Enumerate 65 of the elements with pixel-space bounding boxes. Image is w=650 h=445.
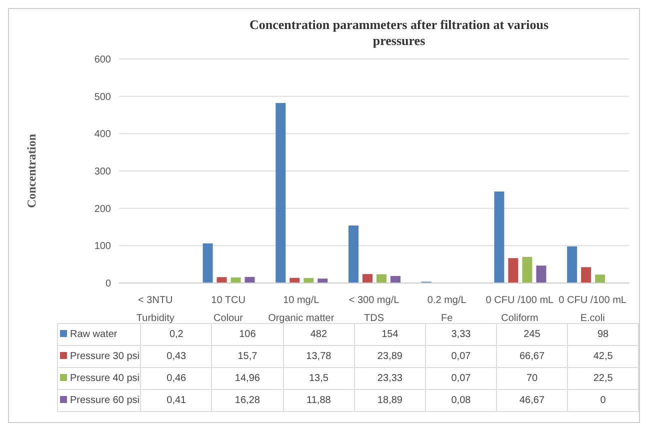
data-label: 0: [568, 390, 638, 412]
x-tick-label: < 3NTU Turbidity: [136, 295, 174, 324]
x-tick-label: 10 TCU Colour: [211, 295, 246, 324]
x-tick-label: 0 CFU /100 mL Coliform: [486, 295, 554, 324]
data-label: 16,28: [212, 390, 284, 412]
bar: [376, 274, 386, 283]
bar: [216, 277, 227, 283]
bar: [595, 274, 606, 283]
bar: [581, 267, 592, 283]
chart-title: Concentration parammeters after filtration at various pressures: [249, 17, 549, 49]
data-label: 0,2: [140, 324, 212, 346]
data-label: 42,5: [568, 346, 638, 368]
legend-label: Pressure 30 psi: [58, 346, 141, 368]
bar: [348, 226, 358, 283]
x-tick-label: < 300 mg/L TDS: [348, 295, 400, 324]
data-label: 13,78: [283, 346, 354, 368]
data-label: 22,5: [568, 368, 638, 390]
x-tick-label: 0 CFU /100 mL E.coli: [558, 295, 627, 324]
x-tick-label: 10 mg/L Organic matter: [268, 295, 335, 324]
data-label: 0,41: [140, 390, 212, 412]
data-label: 0,08: [426, 390, 496, 412]
legend-label: Pressure 60 psi: [58, 390, 141, 412]
data-label: 154: [354, 324, 426, 346]
bar: [318, 278, 328, 283]
x-tick-label: 0.2 mg/L Fe: [427, 295, 467, 324]
bar: [508, 258, 518, 283]
bar: [567, 246, 578, 283]
data-label: 0,07: [426, 368, 496, 390]
data-label: 245: [496, 324, 568, 346]
y-axis-title: Concentration: [24, 134, 38, 208]
bar: [390, 276, 400, 283]
data-label: 70: [496, 368, 568, 390]
bar: [244, 276, 255, 283]
bar: [362, 274, 372, 283]
y-tick-label: 600: [94, 54, 112, 66]
data-label: 18,89: [354, 390, 426, 412]
bar: [522, 256, 532, 283]
y-tick-label: 0: [105, 278, 112, 290]
bar: [536, 266, 546, 283]
data-label: 106: [212, 324, 284, 346]
y-tick-label: 400: [94, 129, 112, 140]
legend-label: Pressure 40 psi: [58, 368, 141, 390]
data-label: 23,89: [354, 346, 426, 368]
bar: [202, 243, 213, 283]
data-label: 98: [568, 324, 638, 346]
data-label: 66,67: [496, 346, 568, 368]
data-label: 0,07: [426, 346, 496, 368]
data-label: 11,88: [283, 390, 354, 412]
y-tick-label: 300: [94, 166, 112, 178]
data-label: 23,33: [354, 368, 426, 390]
data-label: 15,7: [212, 346, 284, 368]
data-label: 13,5: [283, 368, 354, 390]
data-label: 46,67: [496, 390, 568, 412]
data-label: 482: [283, 324, 354, 346]
bar: [230, 277, 241, 283]
data-label: 14,96: [212, 368, 284, 390]
data-label: 3,33: [426, 324, 496, 346]
bar: [276, 103, 286, 283]
y-tick-label: 100: [94, 241, 112, 252]
legend-label: Raw water: [58, 324, 141, 346]
data-label: 0,43: [140, 346, 212, 368]
y-tick-label: 200: [94, 204, 112, 215]
y-tick-label: 500: [94, 92, 112, 103]
data-label: 0,46: [140, 368, 212, 390]
bar: [494, 192, 504, 283]
